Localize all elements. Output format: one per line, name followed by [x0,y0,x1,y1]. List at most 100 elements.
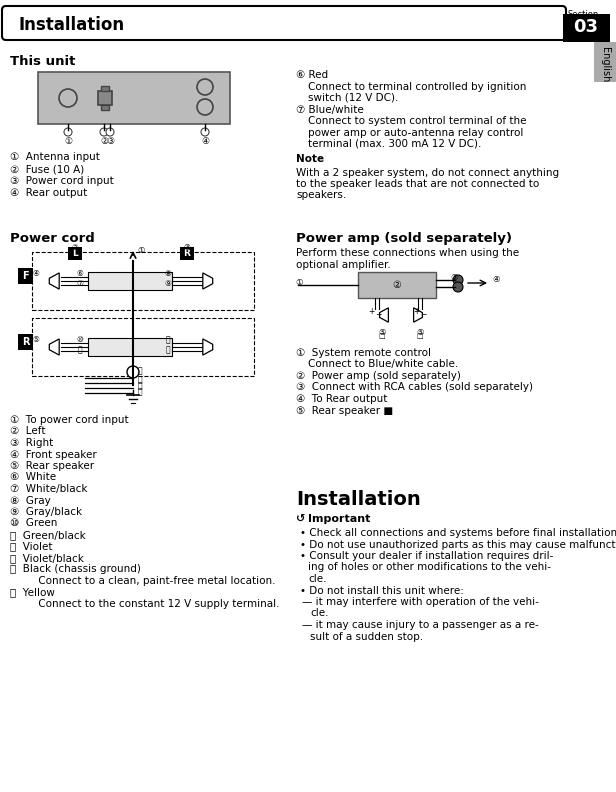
Bar [88,272,172,290]
Circle shape [127,366,139,378]
Text: ③  Right: ③ Right [10,438,53,448]
Text: Perform these connections when using the: Perform these connections when using the [296,248,519,258]
Circle shape [106,128,114,136]
Polygon shape [49,339,59,355]
Text: ④: ④ [201,137,209,146]
Text: ⑥  White: ⑥ White [10,473,56,482]
Text: ⑪  Green/black: ⑪ Green/black [10,530,86,540]
Text: • Consult your dealer if installation requires dril-: • Consult your dealer if installation re… [300,551,553,561]
Text: — it may cause injury to a passenger as a re-: — it may cause injury to a passenger as … [302,620,539,630]
Text: Connect to system control terminal of the: Connect to system control terminal of th… [308,116,527,126]
Circle shape [201,128,209,136]
Bar [358,272,436,298]
Polygon shape [49,273,59,289]
Bar [32,318,254,376]
Bar [594,42,616,82]
Text: ⑤: ⑤ [378,328,386,337]
Text: ③: ③ [184,243,190,253]
Text: ⑬: ⑬ [166,345,170,355]
Text: R: R [22,337,29,347]
Text: Connect to the constant 12 V supply terminal.: Connect to the constant 12 V supply term… [22,599,280,609]
Text: ing of holes or other modifications to the vehi-: ing of holes or other modifications to t… [308,562,551,573]
Text: to the speaker leads that are not connected to: to the speaker leads that are not connec… [296,179,539,189]
Text: • Do not use unauthorized parts as this may cause malfunctions.: • Do not use unauthorized parts as this … [300,539,616,550]
Bar [101,105,109,110]
Bar [88,338,172,356]
Text: switch (12 V DC).: switch (12 V DC). [308,93,399,103]
Bar [32,252,254,310]
Circle shape [64,128,72,136]
Text: ①  Antenna input: ① Antenna input [10,152,100,162]
Text: □: □ [379,333,386,339]
Text: ⑮: ⑮ [138,375,142,384]
Text: optional amplifier.: optional amplifier. [296,260,391,270]
Text: ③: ③ [106,137,114,146]
Text: L: L [72,249,78,258]
Text: English: English [600,47,610,82]
Text: — it may interfere with operation of the vehi-: — it may interfere with operation of the… [302,597,539,607]
Text: +: + [413,307,419,316]
FancyBboxPatch shape [2,6,566,40]
Text: ⑦: ⑦ [76,280,83,288]
Bar [98,91,112,105]
Text: ①: ① [64,137,72,146]
Text: Note: Note [296,154,324,165]
Polygon shape [413,308,423,322]
Text: ④  To Rear output: ④ To Rear output [296,394,387,404]
Text: With a 2 speaker system, do not connect anything: With a 2 speaker system, do not connect … [296,167,559,177]
Circle shape [197,99,213,115]
Bar [101,86,109,91]
Text: ③  Connect with RCA cables (sold separately): ③ Connect with RCA cables (sold separate… [296,383,533,393]
Text: ⑤  Rear speaker: ⑤ Rear speaker [10,461,94,471]
Circle shape [59,89,77,107]
Text: ③  Power cord input: ③ Power cord input [10,176,114,186]
Text: ⑫: ⑫ [166,336,170,345]
Text: ⑭: ⑭ [138,367,142,375]
Text: ⑪: ⑪ [78,345,83,355]
Text: ⑯: ⑯ [138,382,142,390]
Text: ⑧  Gray: ⑧ Gray [10,496,51,505]
Text: ⑤: ⑤ [33,336,39,345]
Text: F: F [22,271,29,281]
Text: ⑭  Black (chassis ground): ⑭ Black (chassis ground) [10,565,141,574]
Text: terminal (max. 300 mA 12 V DC).: terminal (max. 300 mA 12 V DC). [308,139,481,149]
Text: R: R [184,249,190,258]
Text: −: − [420,310,426,319]
Text: ①  System remote control: ① System remote control [296,348,431,358]
Text: ④: ④ [492,276,500,284]
Bar [563,14,610,42]
Bar [180,247,194,260]
Polygon shape [203,273,213,289]
Text: □: □ [416,333,423,339]
Text: ⑬  Violet/black: ⑬ Violet/black [10,553,84,563]
Text: ②  Left: ② Left [10,427,46,436]
Bar [68,247,82,260]
Text: ⑩: ⑩ [76,336,83,345]
Text: power amp or auto-antenna relay control: power amp or auto-antenna relay control [308,128,524,138]
Bar [18,334,33,350]
Text: ⑦  White/black: ⑦ White/black [10,484,87,494]
Text: ⑤  Rear speaker ■: ⑤ Rear speaker ■ [296,406,393,416]
Text: cle.: cle. [308,574,326,584]
Text: ↺: ↺ [296,514,309,524]
Text: cle.: cle. [310,608,328,619]
Text: Installation: Installation [296,490,421,509]
Text: 03: 03 [573,18,599,36]
Text: ①: ① [137,246,145,255]
Text: Connect to terminal controlled by ignition: Connect to terminal controlled by igniti… [308,82,527,92]
Text: ⑥: ⑥ [76,269,83,279]
Text: speakers.: speakers. [296,191,346,200]
Text: ②: ② [100,137,108,146]
Text: ④: ④ [33,269,39,279]
Text: ①  To power cord input: ① To power cord input [10,415,129,425]
Text: ⑦ Blue/white: ⑦ Blue/white [296,105,364,115]
Text: ⑮  Yellow: ⑮ Yellow [10,588,55,597]
Text: Connect to a clean, paint-free metal location.: Connect to a clean, paint-free metal loc… [22,576,275,586]
Bar [38,72,230,124]
Text: ⑨  Gray/black: ⑨ Gray/black [10,507,82,517]
Text: • Check all connections and systems before final installation.: • Check all connections and systems befo… [300,528,616,538]
Text: ⑧: ⑧ [164,269,171,279]
Text: ⑩  Green: ⑩ Green [10,519,57,528]
Circle shape [453,282,463,292]
Text: ④  Front speaker: ④ Front speaker [10,450,97,459]
